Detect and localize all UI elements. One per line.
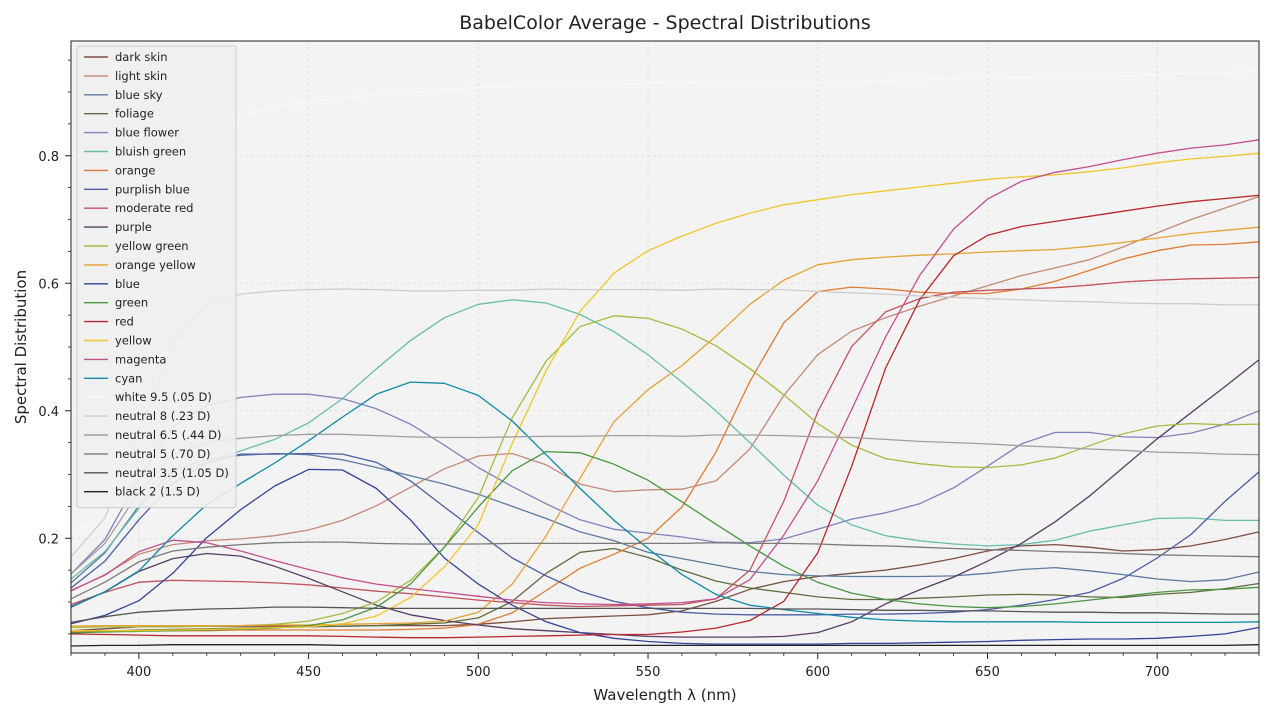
y-axis-label: Spectral Distribution <box>12 270 30 424</box>
x-tick-label: 700 <box>1145 665 1170 680</box>
legend-label: white 9.5 (.05 D) <box>115 390 212 404</box>
plot-background <box>71 41 1259 653</box>
chart-title: BabelColor Average - Spectral Distributi… <box>459 12 871 34</box>
legend: dark skin light skin blue sky foliage blue f… <box>76 45 237 509</box>
series-line-11 <box>70 226 1260 627</box>
legend-label: moderate red <box>115 201 193 215</box>
y-tick-label: 0.2 <box>38 532 59 547</box>
legend-label: red <box>115 315 134 329</box>
legend-label: neutral 8 (.23 D) <box>115 409 211 423</box>
legend-label: bluish green <box>115 145 186 159</box>
series-line-18 <box>70 70 1260 546</box>
x-tick-label: 600 <box>805 665 830 680</box>
legend-label: foliage <box>115 107 154 121</box>
legend-label: cyan <box>115 371 142 385</box>
series-layer <box>70 70 1260 647</box>
series-line-23 <box>70 644 1260 647</box>
series-line-14 <box>70 194 1260 639</box>
legend-label: neutral 3.5 (1.05 D) <box>115 466 229 480</box>
y-tick-label: 0.8 <box>38 150 59 165</box>
x-tick-label: 450 <box>296 665 321 680</box>
series-line-20 <box>70 433 1260 575</box>
series-line-15 <box>71 152 1260 632</box>
series-line-22 <box>70 606 1259 624</box>
series-line-4 <box>70 393 1260 575</box>
legend-label: yellow green <box>115 239 189 253</box>
legend-label: light skin <box>115 69 167 83</box>
x-axis-label: Wavelength λ (nm) <box>593 686 736 704</box>
legend-label: magenta <box>115 352 166 366</box>
legend-label: yellow <box>115 334 152 348</box>
y-tick-label: 0.4 <box>38 405 59 420</box>
series-line-6 <box>70 241 1260 632</box>
legend-label: neutral 5 (.70 D) <box>115 447 211 461</box>
y-tick-label: 0.6 <box>38 277 59 292</box>
legend-label: blue flower <box>115 126 179 140</box>
series-line-0 <box>70 531 1260 632</box>
grid-lines <box>71 41 1259 653</box>
series-line-9 <box>70 359 1260 638</box>
x-tick-label: 500 <box>466 665 491 680</box>
legend-label: green <box>115 296 148 310</box>
legend-label: black 2 (1.5 D) <box>115 485 200 499</box>
series-line-5 <box>70 299 1259 580</box>
legend-label: purplish blue <box>115 182 190 196</box>
legend-label: purple <box>115 220 152 234</box>
series-line-1 <box>70 195 1260 592</box>
legend-box <box>76 45 237 509</box>
series-line-12 <box>70 468 1260 645</box>
series-line-19 <box>70 288 1259 558</box>
x-tick-label: 650 <box>975 665 1000 680</box>
legend-label: orange yellow <box>115 258 196 272</box>
legend-label: neutral 6.5 (.44 D) <box>115 428 222 442</box>
legend-label: orange <box>115 163 155 177</box>
series-line-7 <box>70 452 1260 616</box>
series-line-17 <box>70 381 1260 624</box>
legend-label: dark skin <box>115 50 168 64</box>
axis-ticks: 400 450 500 550 600 650 700 0.2 0.4 0.6 0.8 <box>38 59 1260 680</box>
x-tick-label: 550 <box>636 665 661 680</box>
x-tick-label: 400 <box>126 665 151 680</box>
series-line-21 <box>70 541 1260 600</box>
series-line-16 <box>70 139 1260 606</box>
legend-label: blue <box>115 277 140 291</box>
legend-label: blue sky <box>115 88 163 102</box>
series-line-8 <box>70 276 1260 608</box>
